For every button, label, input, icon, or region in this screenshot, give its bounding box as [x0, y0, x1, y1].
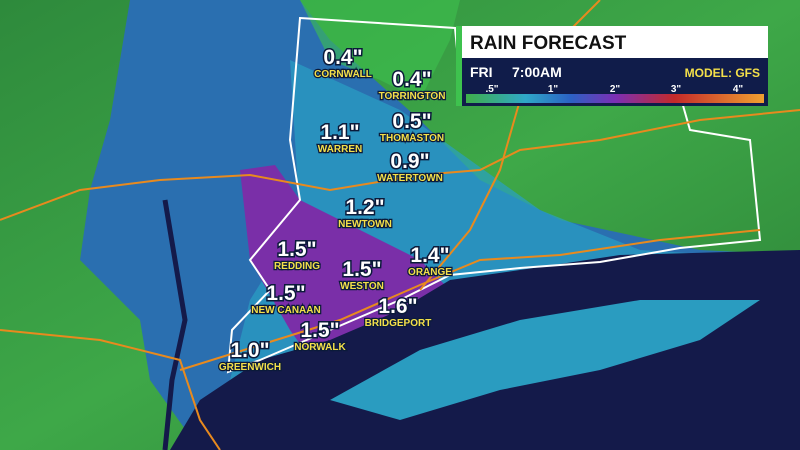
town-name: WARREN: [318, 144, 362, 155]
town-amount: 0.9": [390, 150, 429, 173]
town-amount: 1.5": [300, 319, 339, 342]
legend-label: .5": [485, 84, 498, 95]
legend-labels: .5" 1" 2" 3" 4": [485, 84, 743, 95]
town-amount: 1.6": [378, 295, 417, 318]
highway: [0, 329, 221, 450]
town-labels: 0.4"CORNWALL 0.4"TORRINGTON1.1"WARREN0.5"…: [218, 45, 454, 375]
forecast-header: RAIN FORECAST FRI 7:00AM MODEL: GFS .5" 1…: [456, 26, 768, 106]
town-amount: 1.1": [320, 121, 359, 144]
town-name: TORRINGTON: [379, 91, 446, 102]
header-time: 7:00AM: [512, 64, 562, 80]
highway: [0, 109, 800, 221]
header-title: RAIN FORECAST: [470, 33, 627, 54]
town-name: BRIDGEPORT: [365, 318, 432, 329]
town-amount: 1.5": [342, 258, 381, 281]
town-amount: 1.4": [410, 244, 449, 267]
town-amount: 1.5": [277, 238, 316, 261]
legend-label: 2": [610, 84, 621, 95]
town-amount: 0.5": [392, 110, 431, 133]
town-amount: 1.0": [230, 339, 269, 362]
town-name: CORNWALL: [314, 69, 372, 80]
legend-label: 3": [671, 84, 682, 95]
town-name: NORWALK: [294, 342, 346, 353]
town-name: ORANGE: [408, 267, 452, 278]
town-amount: 1.2": [345, 196, 384, 219]
header-day: FRI: [470, 64, 493, 80]
hudson-river: [162, 199, 188, 450]
town-name: GREENWICH: [219, 362, 281, 373]
town-amount: 0.4": [392, 68, 431, 91]
header-info-box: [462, 58, 768, 84]
header-model: MODEL: GFS: [685, 66, 760, 80]
legend-label: 1": [548, 84, 559, 95]
town-name: NEW CANAAN: [251, 305, 320, 316]
town-name: WESTON: [340, 281, 384, 292]
header-accent: [456, 26, 462, 106]
town-amount: 1.5": [266, 282, 305, 305]
town-name: THOMASTON: [380, 133, 444, 144]
town-name: WATERTOWN: [377, 173, 443, 184]
town-name: NEWTOWN: [338, 219, 392, 230]
town-amount: 0.4": [323, 46, 362, 69]
long-island: [330, 300, 760, 420]
header-title-box: [456, 26, 768, 58]
legend-label: 4": [733, 84, 744, 95]
town-name: REDDING: [274, 261, 320, 272]
legend-bar: [466, 94, 764, 103]
highway: [179, 229, 761, 371]
